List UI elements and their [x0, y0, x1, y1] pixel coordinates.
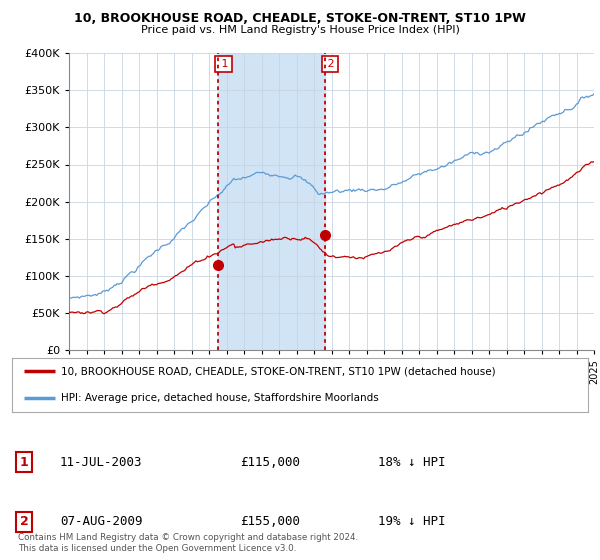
Text: 2: 2: [20, 515, 28, 529]
Text: 07-AUG-2009: 07-AUG-2009: [60, 515, 143, 529]
Text: HPI: Average price, detached house, Staffordshire Moorlands: HPI: Average price, detached house, Staf…: [61, 393, 379, 403]
Text: 18% ↓ HPI: 18% ↓ HPI: [378, 455, 445, 469]
Bar: [218, 53, 325, 350]
Text: 2: 2: [325, 59, 335, 69]
Text: 1: 1: [20, 455, 28, 469]
Text: 10, BROOKHOUSE ROAD, CHEADLE, STOKE-ON-TRENT, ST10 1PW: 10, BROOKHOUSE ROAD, CHEADLE, STOKE-ON-T…: [74, 12, 526, 25]
Text: 19% ↓ HPI: 19% ↓ HPI: [378, 515, 445, 529]
Text: Contains HM Land Registry data © Crown copyright and database right 2024.
This d: Contains HM Land Registry data © Crown c…: [18, 533, 358, 553]
Text: 1: 1: [218, 59, 229, 69]
Text: 11-JUL-2003: 11-JUL-2003: [60, 455, 143, 469]
Text: Price paid vs. HM Land Registry's House Price Index (HPI): Price paid vs. HM Land Registry's House …: [140, 25, 460, 35]
Text: £155,000: £155,000: [240, 515, 300, 529]
Text: £115,000: £115,000: [240, 455, 300, 469]
Text: 10, BROOKHOUSE ROAD, CHEADLE, STOKE-ON-TRENT, ST10 1PW (detached house): 10, BROOKHOUSE ROAD, CHEADLE, STOKE-ON-T…: [61, 366, 496, 376]
